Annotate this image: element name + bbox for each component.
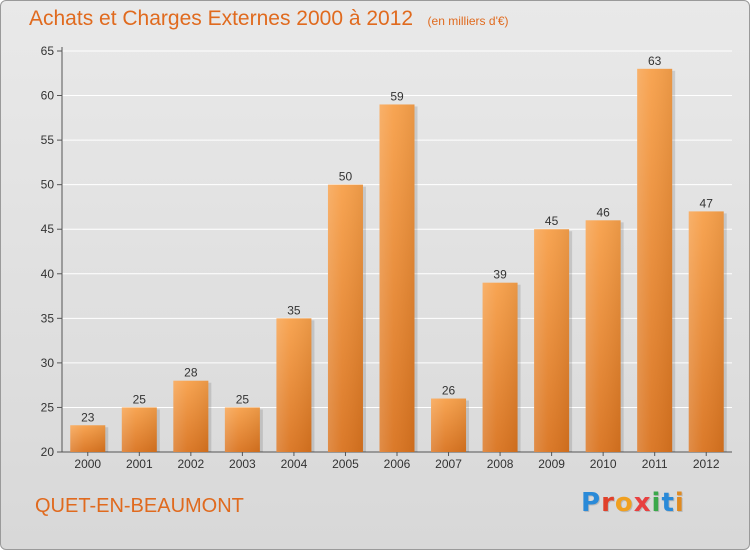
bar-value-label: 26: [442, 384, 456, 398]
x-tick-label: 2007: [435, 457, 462, 471]
bar-highlight: [482, 282, 518, 452]
bar-highlight: [379, 104, 415, 452]
bar-value-label: 35: [287, 303, 301, 317]
bar-value-label: 50: [339, 170, 353, 184]
y-tick-label: 65: [41, 44, 55, 58]
bar-highlight: [637, 68, 673, 453]
x-tick-label: 2000: [74, 457, 101, 471]
y-tick-label: 50: [41, 178, 55, 192]
bar-highlight: [327, 184, 363, 452]
bar-highlight: [688, 211, 724, 452]
chart-header: Achats et Charges Externes 2000 à 2012 (…: [29, 7, 509, 31]
logo-letter: t: [661, 488, 675, 518]
bar-highlight: [585, 220, 621, 452]
bar-value-label: 25: [236, 392, 250, 406]
bar-value-label: 59: [390, 89, 404, 103]
logo-letter: i: [674, 488, 685, 518]
bar-highlight: [173, 380, 209, 452]
x-tick-label: 2012: [693, 457, 720, 471]
bar-highlight: [70, 425, 106, 452]
x-tick-label: 2005: [332, 457, 359, 471]
x-tick-label: 2002: [177, 457, 204, 471]
y-tick-label: 25: [41, 400, 55, 414]
chart-title: Achats et Charges Externes 2000 à 2012: [29, 7, 414, 30]
logo-letter: o: [614, 488, 634, 518]
bar-highlight: [276, 318, 312, 452]
proxiti-logo: Proxiti: [581, 488, 685, 518]
x-tick-label: 2003: [229, 457, 256, 471]
bar-highlight: [121, 407, 157, 452]
y-tick-label: 35: [41, 311, 55, 325]
bar-value-label: 45: [545, 214, 559, 228]
y-tick-label: 55: [41, 133, 55, 147]
y-tick-label: 20: [41, 445, 55, 459]
logo-letter: i: [651, 488, 662, 518]
bar-value-label: 25: [133, 392, 147, 406]
bar-value-label: 46: [596, 205, 610, 219]
bar-highlight: [534, 229, 570, 452]
logo-letter: P: [581, 488, 602, 518]
bar-highlight: [224, 407, 260, 452]
y-tick-label: 30: [41, 356, 55, 370]
bar-value-label: 23: [81, 410, 95, 424]
bar-value-label: 39: [493, 268, 507, 282]
bar-value-label: 63: [648, 54, 662, 68]
bar-value-label: 47: [700, 196, 714, 210]
x-tick-label: 2010: [590, 457, 617, 471]
bar-highlight: [431, 398, 467, 452]
x-tick-label: 2008: [487, 457, 514, 471]
x-tick-label: 2006: [384, 457, 411, 471]
x-tick-label: 2001: [126, 457, 153, 471]
logo-letter: x: [633, 488, 652, 518]
x-tick-label: 2011: [642, 457, 668, 471]
x-tick-label: 2004: [281, 457, 308, 471]
y-tick-label: 60: [41, 89, 55, 103]
y-tick-label: 45: [41, 222, 55, 236]
logo-letter: r: [601, 488, 615, 518]
chart-subtitle: (en milliers d'€): [427, 14, 509, 28]
bar-value-label: 28: [184, 366, 198, 380]
commune-name: QUET-EN-BEAUMONT: [35, 495, 244, 517]
x-tick-label: 2009: [538, 457, 565, 471]
y-tick-label: 40: [41, 267, 55, 281]
